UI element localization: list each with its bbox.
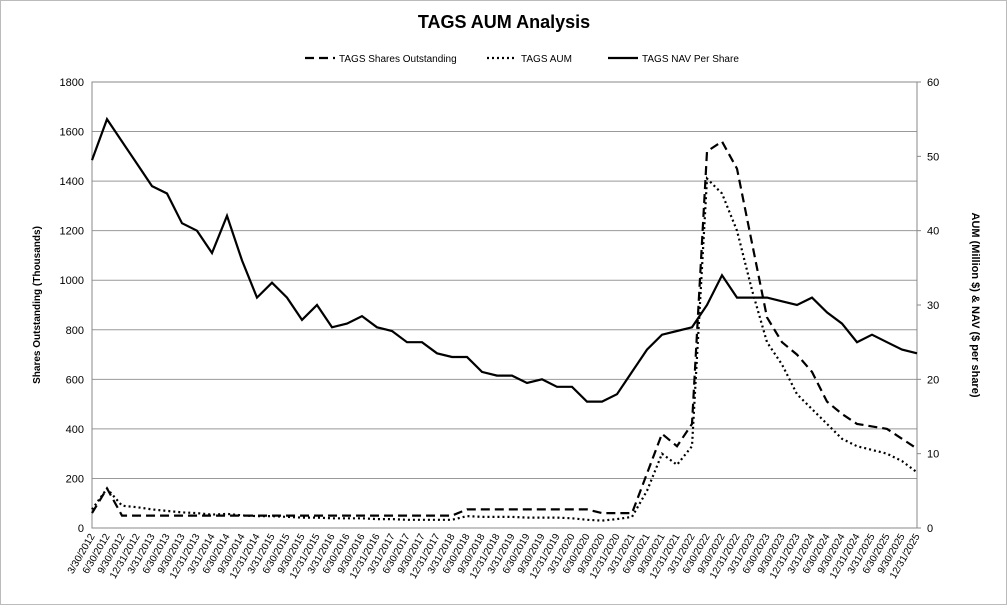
y2-axis-label: AUM (Million $) & NAV ($ per share) [969, 213, 981, 398]
y-tick-label: 400 [66, 424, 84, 436]
legend-label: TAGS AUM [521, 54, 572, 65]
y2-tick-label: 20 [927, 374, 939, 386]
legend-label: TAGS NAV Per Share [642, 54, 739, 65]
y-tick-label: 800 [66, 325, 84, 337]
y-tick-label: 1400 [60, 176, 84, 188]
y2-tick-label: 30 [927, 300, 939, 312]
plot-area [91, 81, 918, 529]
y2-tick-label: 0 [927, 523, 933, 535]
y-tick-label: 1800 [60, 77, 84, 89]
y-tick-label: 1000 [60, 275, 84, 287]
y-tick-label: 600 [66, 374, 84, 386]
legend-label: TAGS Shares Outstanding [339, 54, 457, 65]
chart-title: TAGS AUM Analysis [418, 12, 590, 32]
y-tick-label: 1200 [60, 226, 84, 238]
y-axis-label: Shares Outstanding (Thousands) [32, 226, 43, 384]
y2-tick-label: 60 [927, 77, 939, 89]
y2-tick-label: 10 [927, 449, 939, 461]
y2-tick-label: 40 [927, 226, 939, 238]
y-tick-label: 1600 [60, 127, 84, 139]
series-line [90, 116, 918, 403]
y-tick-label: 0 [78, 523, 84, 535]
y-tick-label: 200 [66, 473, 84, 485]
y2-tick-label: 50 [927, 151, 939, 163]
series-line [91, 176, 918, 522]
